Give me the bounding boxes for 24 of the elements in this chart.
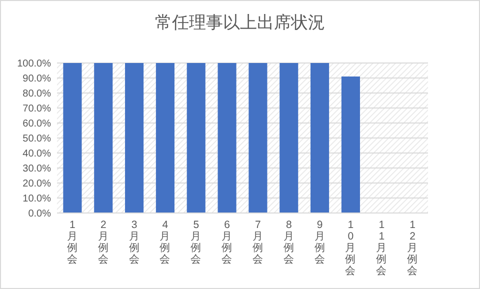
x-tick-label: 4月例会: [160, 219, 171, 266]
x-tick-label: 2月例会: [98, 219, 109, 266]
x-tick-label: 1月例会: [66, 219, 78, 266]
y-tick-label: 100.0%: [17, 58, 52, 70]
x-tick-label: 3月例会: [128, 219, 140, 266]
x-tick-label: 10月例会: [345, 219, 356, 277]
y-tick-label: 50.0%: [22, 134, 52, 144]
y-tick-label: 80.0%: [22, 88, 52, 100]
x-tick-label: 11月例会: [376, 219, 388, 277]
x-tick-label: 7月例会: [252, 219, 264, 266]
y-tick-label: 10.0%: [22, 194, 52, 204]
x-tick-label: 6月例会: [222, 219, 233, 266]
chart-title: 常任理事以上出席状況: [155, 13, 325, 32]
y-tick-label: 60.0%: [22, 118, 52, 130]
y-tick-label: 90.0%: [22, 74, 52, 84]
x-tick-label: 5月例会: [190, 219, 202, 266]
y-tick-label: 70.0%: [22, 104, 52, 114]
y-tick-label: 20.0%: [22, 178, 52, 190]
y-tick-label: 40.0%: [22, 148, 52, 160]
y-tick-label: 0.0%: [28, 208, 52, 220]
y-tick-label: 30.0%: [22, 164, 52, 174]
x-tick-label: 9月例会: [314, 219, 326, 266]
x-tick-label: 12月例会: [407, 219, 418, 277]
x-tick-label: 8月例会: [283, 219, 294, 266]
